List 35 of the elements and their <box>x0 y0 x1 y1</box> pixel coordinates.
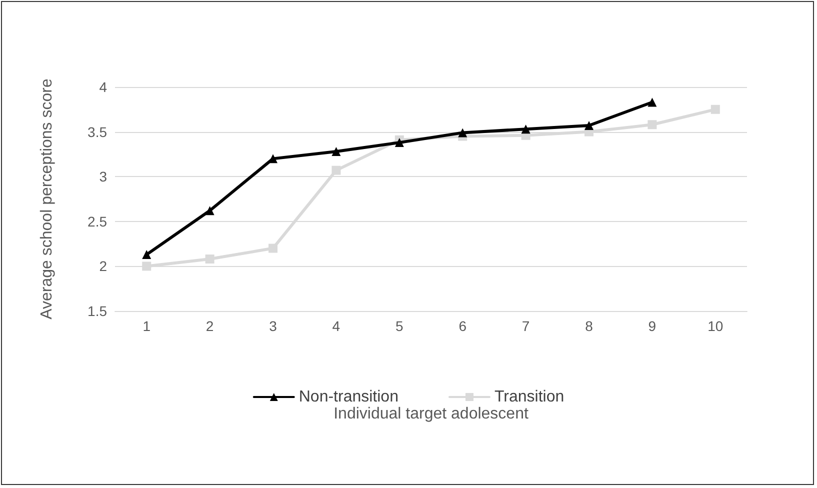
point <box>205 206 214 216</box>
legend-label: Transition <box>494 388 564 406</box>
y-tick-label: 2 <box>99 258 108 274</box>
y-tick-label: 3 <box>99 168 108 185</box>
point <box>142 250 152 260</box>
legend-label: Non-transition <box>298 388 398 406</box>
x-tick-label: 9 <box>648 318 656 334</box>
x-tick-label: 5 <box>396 318 404 334</box>
point <box>648 98 657 107</box>
point <box>584 121 594 130</box>
x-tick-label: 7 <box>522 318 530 334</box>
y-tick-label: 4 <box>99 79 108 95</box>
point <box>268 154 278 164</box>
point <box>142 262 152 271</box>
x-tick-label: 3 <box>269 318 278 334</box>
y-tick-label: 2.5 <box>88 213 108 230</box>
point <box>268 244 278 253</box>
x-tick-label: 8 <box>585 318 594 334</box>
point <box>332 166 341 175</box>
point <box>710 104 720 114</box>
x-tick-label: 2 <box>206 318 214 334</box>
x-axis-title: Individual target adolescent <box>334 406 529 422</box>
point <box>394 138 404 148</box>
x-tick-label: 1 <box>142 318 151 334</box>
y-tick-label: 3.5 <box>88 124 108 140</box>
point <box>332 147 341 156</box>
x-tick-label: 4 <box>332 318 340 334</box>
point <box>521 124 530 134</box>
y-axis-title: Average school perceptions score <box>38 78 56 320</box>
point <box>648 120 657 130</box>
point <box>458 128 468 138</box>
x-tick-label: 10 <box>708 318 724 334</box>
y-tick-label: 1.5 <box>88 303 108 319</box>
point <box>205 254 214 264</box>
x-tick-label: 6 <box>458 318 467 334</box>
